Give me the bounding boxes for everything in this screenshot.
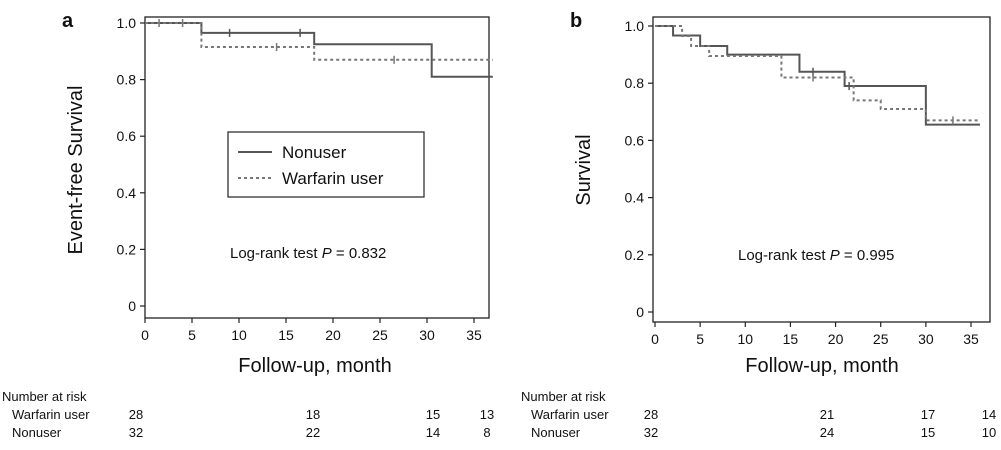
risk-count: 21: [820, 407, 834, 422]
y-tick-label: 1.0: [625, 18, 645, 34]
legend-box: [227, 131, 425, 198]
legend: Nonuser Warfarin user: [227, 131, 425, 198]
risk-count: 22: [306, 425, 320, 440]
plot-frame: [144, 16, 490, 319]
x-tick-label: 35: [963, 331, 979, 347]
risk-count: 14: [426, 425, 440, 440]
panel-a: a 0 5 10 15 20 25 30 35 0 0.2 0.4 0.6 0.8 1.0 Follow…: [2, 10, 494, 440]
panel-b-logrank-annotation: Log-rank test P = 0.995: [738, 247, 894, 264]
y-tick-label: 0.2: [117, 241, 137, 257]
risk-table-heading: Number at risk: [521, 389, 606, 404]
panel-a-letter: a: [62, 10, 74, 32]
y-tick-label: 0: [636, 304, 644, 320]
x-tick-label: 20: [325, 327, 341, 343]
risk-count: 24: [820, 425, 834, 440]
y-tick-label: 0.8: [117, 72, 137, 88]
panel-a-y-axis-title: Event-free Survival: [65, 86, 87, 255]
x-tick-label: 30: [419, 327, 435, 343]
x-tick-label: 30: [918, 331, 934, 347]
risk-row-label: Nonuser: [12, 425, 62, 440]
risk-count: 18: [306, 407, 320, 422]
panel-a-risk-table: Number at risk Warfarin user Nonuser 28 …: [2, 389, 494, 440]
risk-row-label: Nonuser: [531, 425, 581, 440]
risk-count: 13: [480, 407, 494, 422]
panel-b-curves: [655, 25, 981, 126]
y-tick-label: 0.6: [117, 128, 137, 144]
legend-label-warfarin-user: Warfarin user: [282, 169, 384, 188]
panel-a-plot-area: [144, 16, 490, 319]
panel-b-risk-table: Number at risk Warfarin user Nonuser 28 …: [521, 389, 996, 440]
y-tick-label: 0.4: [625, 190, 645, 206]
y-tick-label: 1.0: [117, 15, 137, 31]
survival-curve-nonuser: [145, 22, 493, 78]
legend-label-nonuser: Nonuser: [282, 143, 347, 162]
x-tick-label: 25: [372, 327, 388, 343]
x-tick-label: 0: [141, 327, 149, 343]
panel-b-letter: b: [570, 10, 582, 32]
x-tick-label: 15: [278, 327, 294, 343]
panel-a-y-axis: 0 0.2 0.4 0.6 0.8 1.0: [117, 15, 145, 314]
panel-a-curves: [145, 19, 493, 78]
risk-count: 10: [982, 425, 996, 440]
y-tick-label: 0.8: [625, 75, 645, 91]
y-tick-label: 0.2: [625, 247, 645, 263]
risk-count: 8: [483, 425, 490, 440]
risk-count: 17: [921, 407, 935, 422]
x-tick-label: 5: [696, 331, 704, 347]
x-tick-label: 10: [737, 331, 753, 347]
x-tick-label: 10: [231, 327, 247, 343]
risk-count: 32: [644, 425, 658, 440]
panel-b-plot-area: [652, 16, 991, 323]
risk-count: 28: [129, 407, 143, 422]
risk-row-label: Warfarin user: [12, 407, 90, 422]
y-tick-label: 0: [128, 298, 136, 314]
panel-b-y-axis: 0 0.2 0.4 0.6 0.8 1.0: [625, 18, 653, 320]
x-tick-label: 15: [783, 331, 799, 347]
survival-curve-warfarin-user: [145, 22, 493, 61]
x-tick-label: 20: [828, 331, 844, 347]
panel-a-logrank-annotation: Log-rank test P = 0.832: [230, 245, 386, 262]
risk-table-heading: Number at risk: [2, 389, 87, 404]
survival-curve-warfarin-user: [655, 25, 981, 122]
x-tick-label: 5: [188, 327, 196, 343]
risk-count: 15: [426, 407, 440, 422]
risk-row-label: Warfarin user: [531, 407, 609, 422]
panel-b-x-axis-title: Follow-up, month: [745, 355, 898, 377]
risk-count: 14: [982, 407, 996, 422]
panel-b: b 0 5 10 15 20 25 30 35 0 0.2 0.4 0.6 0.8 1.0 Follow…: [521, 10, 996, 440]
risk-count: 15: [921, 425, 935, 440]
y-tick-label: 0.6: [625, 132, 645, 148]
survival-curve-nonuser: [655, 25, 981, 126]
plot-frame: [652, 16, 991, 323]
x-tick-label: 35: [466, 327, 482, 343]
y-tick-label: 0.4: [117, 185, 137, 201]
panel-b-y-axis-title: Survival: [573, 134, 595, 205]
x-tick-label: 0: [651, 331, 659, 347]
x-tick-label: 25: [873, 331, 889, 347]
panel-a-x-axis: 0 5 10 15 20 25 30 35: [141, 318, 482, 343]
risk-count: 28: [644, 407, 658, 422]
risk-count: 32: [129, 425, 143, 440]
panel-b-x-axis: 0 5 10 15 20 25 30 35: [651, 322, 979, 347]
panel-a-x-axis-title: Follow-up, month: [238, 355, 391, 377]
